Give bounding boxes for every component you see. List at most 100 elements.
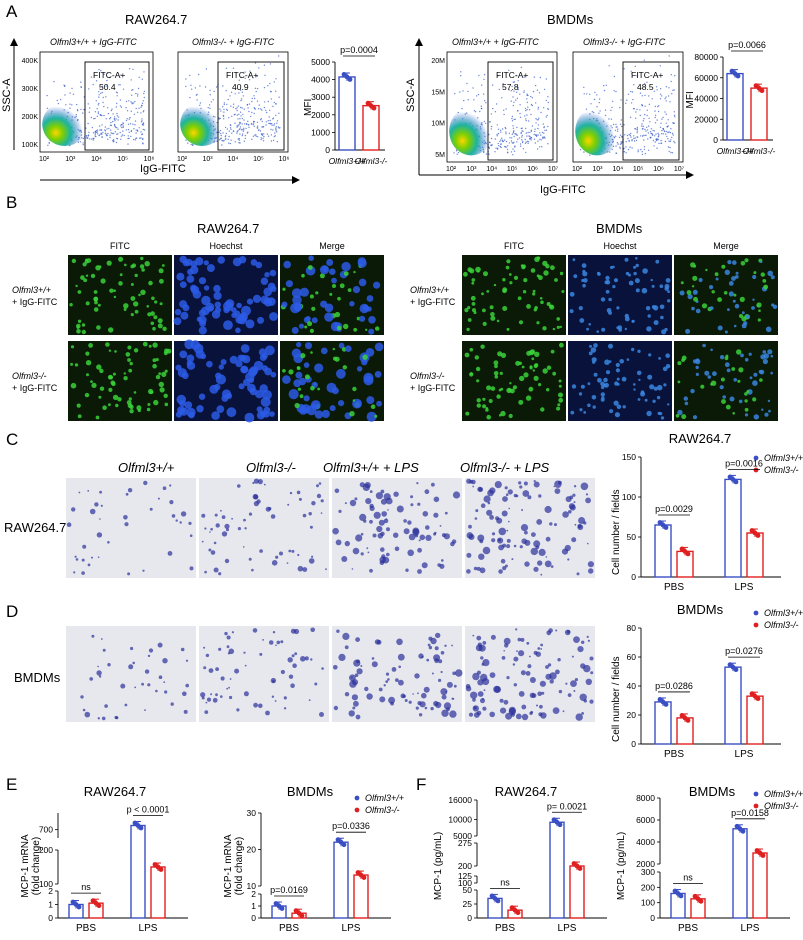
flow-raw-ko-event (223, 102, 225, 104)
ef-3-ytick-label: 8000 (636, 793, 655, 803)
b-bmdm-img-0-1-cell (667, 299, 671, 303)
flow-raw-wt-event (143, 90, 146, 93)
b-bmdm-img-0-0-cell (539, 297, 543, 300)
flow-raw-wt-event (59, 98, 62, 101)
a-raw-iggfitc-label: IgG-FITC (140, 163, 186, 175)
a-bmdm-x-arrowhead (686, 171, 694, 179)
d-micro-3-cell (470, 691, 478, 699)
flow-bmdm-ko-event (619, 143, 622, 145)
b-bmdm-img-0-0-cell (526, 304, 531, 309)
flow-bmdm-wt-event (497, 142, 499, 145)
flow-raw-ko-event (252, 124, 254, 126)
b-bmdm-img-1-0-cell (540, 407, 545, 412)
flow-raw-ko-xtick: 10³ (202, 156, 213, 163)
flow-bmdm-ko-event (657, 132, 659, 134)
b-raw-img-0-2-cell (368, 316, 376, 324)
b-bmdm-img-1-2-cell (753, 372, 758, 377)
flow-raw-ko-event (242, 130, 245, 132)
flow-bmdm-wt-event (502, 140, 505, 143)
cd-1-0-0-bar (654, 701, 672, 745)
b-bmdm-img-0-2-cell (721, 264, 726, 269)
d-micro-2-cell (344, 645, 349, 650)
b-bmdm-img-1-2-cell (702, 343, 706, 348)
d-micro-0-cell (158, 675, 163, 679)
flow-bmdm-ko-event (673, 122, 675, 124)
b-bmdm-img-0-0-cell (559, 271, 564, 276)
b-raw-img-0-1-cell (236, 302, 242, 309)
flow-bmdm-wt-event (515, 134, 517, 136)
c-micro-1-cell (320, 512, 323, 514)
c-micro-3-cell (511, 558, 514, 561)
ef-3-legend-wt-marker (753, 791, 759, 797)
d-micro-1-cell (310, 658, 313, 661)
c-micro-1-cell (224, 558, 230, 564)
d-micro-0 (66, 626, 196, 722)
flow-raw-wt-event (127, 137, 129, 140)
ef-1-ylabel: MCP-1 mRNA (223, 834, 234, 898)
flow-raw-wt-event (115, 118, 117, 120)
flow-bmdm-ko-event (649, 121, 651, 123)
flow-raw-ko-event (227, 138, 229, 140)
d-micro-3-cell (482, 678, 490, 686)
flow-raw-ko-event (222, 106, 224, 108)
flow-raw-ko-event (241, 117, 243, 120)
flow-bmdm-ko-event (633, 108, 635, 110)
b-raw-img-0-1-cell (223, 320, 233, 330)
flow-raw-ko-event (219, 108, 221, 110)
flow-bmdm-ko-event (641, 104, 644, 107)
flow-raw-wt-event (142, 111, 144, 113)
flow-raw-wt-event (101, 114, 103, 117)
c-micro-0-cell (87, 490, 90, 492)
b-raw-img-0-1-cell (245, 319, 255, 329)
c-micro-2-cell (418, 539, 421, 542)
b-bmdm-img-1-1-cell (658, 357, 661, 360)
flow-bmdm-ko-event (610, 109, 612, 112)
flow-raw-ko-event (276, 131, 278, 133)
cd-0-ytick-label: 0 (631, 572, 636, 582)
d-micro-0-cell (164, 690, 168, 694)
d-micro-3-cell (567, 693, 572, 697)
flow-raw-ko-event (244, 71, 246, 73)
flow-bmdm-wt-event (481, 84, 483, 86)
d-micro-3-cell (535, 651, 541, 657)
b-bmdm-img-0-2-cell (685, 328, 691, 334)
c-micro-1-cell (201, 513, 206, 518)
flow-bmdm-ko-event (654, 105, 656, 108)
flow-bmdm-wt-event (511, 117, 513, 120)
b-bmdm-img-1-0-cell (558, 397, 564, 403)
flow-bmdm-ko-event (640, 125, 643, 127)
c-micro-3-cell (483, 495, 491, 503)
b-bmdm-img-1-2-cell (732, 412, 735, 415)
b-bmdm-img-0-2-cell (709, 306, 714, 310)
flow-raw-ko-event (276, 122, 278, 124)
flow-bmdm-ko-event (642, 134, 644, 137)
b-bmdm-img-0-1-cell (641, 287, 648, 294)
c-micro-2-cell (425, 525, 430, 530)
c-micro-0-cells (66, 480, 194, 576)
b-bmdm-img-1-1-cell (614, 412, 621, 418)
flow-raw-ko-event (256, 127, 258, 129)
c-micro-0-cell (71, 507, 76, 512)
b-bmdm-img-1-0-cell (558, 384, 562, 388)
c-micro-1-cell (248, 512, 253, 516)
flow-bmdm-ko-event (644, 105, 646, 107)
flow-bmdm-ko-event (660, 142, 663, 144)
flow-bmdm-wt-event (528, 120, 530, 122)
cd-1-xlabel: PBS (664, 749, 684, 760)
flow-raw-ko-event (247, 120, 249, 123)
flow-raw-wt-event (125, 107, 127, 109)
c-micro-2-cell (403, 528, 410, 535)
ef-0-xlabel: PBS (76, 923, 96, 934)
b-bmdm-img-0-2-cell (714, 272, 719, 277)
c-micro-3-cell (500, 558, 506, 564)
ef-0-ytick-label: 2 (48, 886, 53, 896)
b-bmdm-img-0-0-cell (475, 266, 481, 273)
flow-raw-wt-event (89, 107, 91, 109)
d-micro-3-cell (540, 643, 543, 647)
b-raw-img-0-2-cell (292, 295, 302, 305)
flow-bmdm-wt-event (543, 136, 545, 138)
b-raw-img-1-1-cell (175, 411, 182, 418)
flow-raw-wt-event (135, 132, 137, 134)
b-bmdm-img-1-0-cell (528, 386, 534, 392)
